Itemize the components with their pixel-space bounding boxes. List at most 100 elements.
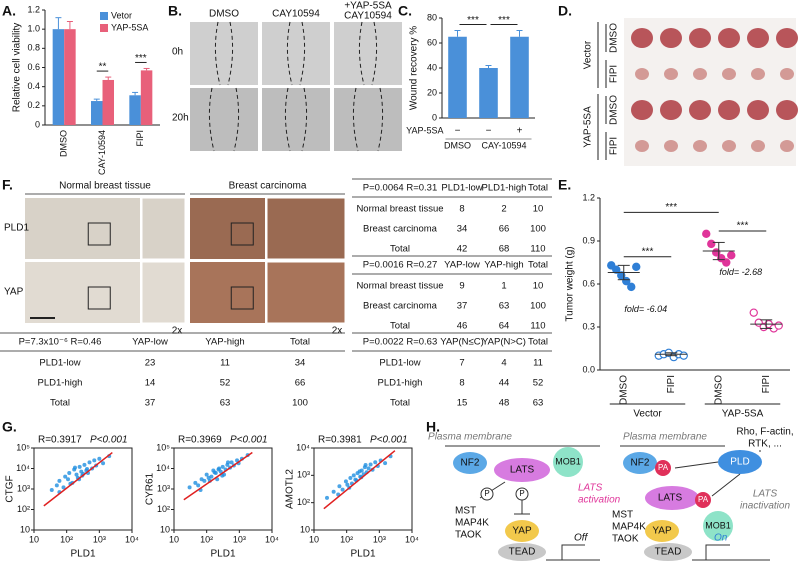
y-tick-label: 10⁵ (16, 442, 30, 452)
pathway-diagram: Rho, F-actin, RTK, ... Plasma membrane N… (612, 427, 794, 561)
stat-r: R=0.3917 (38, 435, 82, 446)
data-point (727, 251, 736, 260)
data-point (77, 464, 82, 469)
data-point (383, 461, 388, 466)
data-point (73, 465, 78, 470)
data-point (229, 460, 234, 465)
zoom-box (87, 286, 111, 310)
micrograph (190, 88, 258, 151)
pa-node (655, 460, 671, 476)
x-tick-label: 10³ (233, 534, 246, 544)
bar (102, 79, 114, 125)
data-point (331, 489, 336, 494)
group-label: YAP-5SA (722, 409, 764, 420)
x-axis-label: PLD1 (70, 549, 95, 560)
micrograph (334, 22, 402, 85)
table-row-label: PLD1-low (39, 358, 80, 369)
x-tick-label: 10 (29, 534, 39, 544)
pa-node (695, 492, 711, 508)
tumor (689, 100, 711, 120)
table-cell: 63 (499, 301, 510, 312)
node-label: TEAD (655, 547, 682, 558)
x-tick-label: 10³ (373, 534, 386, 544)
x-tick-label: 10² (200, 534, 213, 544)
node-label: P (484, 489, 489, 498)
node-label: LATS (658, 493, 683, 504)
table-cell: 9 (459, 281, 464, 292)
column-label: CAY10594 (272, 9, 320, 20)
y-tick-label: 10⁴ (296, 442, 310, 452)
table-cell: 4 (501, 358, 506, 369)
node-label: P (519, 489, 524, 498)
data-point (722, 258, 731, 267)
y-tick-label: 10³ (17, 483, 30, 493)
row-label: FIPI (609, 137, 620, 155)
row-value: + (517, 126, 523, 137)
row-label: YAP (4, 287, 24, 298)
bar (91, 101, 103, 125)
table-row-label: PLD1-high (38, 378, 83, 389)
tumor (660, 100, 682, 120)
table-cell: 23 (145, 358, 156, 369)
data-point (204, 472, 209, 477)
table-row-label: Breast carcinoma (363, 224, 438, 235)
bar (510, 36, 529, 118)
micrograph (262, 88, 330, 151)
table-cell: 14 (145, 378, 156, 389)
yap-node (645, 520, 679, 542)
table-cell: 7 (459, 358, 464, 369)
tumor (780, 140, 794, 152)
data-point (66, 477, 71, 482)
tumor (780, 68, 794, 80)
data-point (202, 478, 207, 483)
x-axis-label: PLD1 (210, 549, 235, 560)
panel-label: E. (558, 177, 571, 193)
table-header: Total (290, 337, 310, 348)
tumor (751, 68, 765, 80)
wound-edge (299, 21, 306, 86)
tumor (718, 28, 740, 48)
table-cell: 44 (499, 378, 510, 389)
node-label: LATS (510, 465, 535, 476)
data-point (187, 485, 192, 490)
fit-line (183, 451, 253, 501)
table-cell: 34 (295, 358, 306, 369)
y-tick-label: 0.8 (27, 43, 40, 53)
gene (546, 544, 600, 561)
tumor (664, 140, 678, 152)
y-tick-label: 10⁴ (16, 463, 30, 473)
column-label: Breast carcinoma (229, 181, 307, 192)
table-cell: 15 (457, 398, 468, 409)
table-cell: 66 (295, 378, 306, 389)
row-label: FIPI (609, 65, 620, 83)
wound-edge (284, 87, 291, 152)
table-cell: 11 (220, 358, 230, 369)
y-tick-label: 10 (160, 524, 170, 534)
legend-label: Vetor (111, 10, 132, 20)
row-label: DMSO (609, 23, 620, 53)
table-cell: 100 (530, 224, 546, 235)
data-point (351, 473, 356, 478)
wound-edge (208, 87, 215, 152)
table-header: Total (528, 183, 548, 194)
significance: *** (135, 53, 147, 64)
data-point (343, 479, 348, 484)
row-label: PLD1 (4, 223, 29, 234)
table-cell: 42 (457, 244, 468, 255)
pld-node (718, 450, 762, 474)
output-label: Off (574, 533, 589, 544)
significance: *** (642, 246, 654, 257)
x-tick-label: 10 (309, 534, 319, 544)
data-point (627, 282, 636, 292)
table-stat: P=0.0064 R=0.31 (363, 183, 437, 194)
state-label: LATS (578, 483, 603, 494)
bar (448, 36, 467, 118)
table-header: YAP(N≤C) (440, 337, 484, 348)
stat-p: P<0.001 (90, 435, 128, 446)
column-label: CAY10594 (344, 11, 392, 22)
x-tick-label: 10 (169, 534, 179, 544)
micrograph (190, 22, 258, 85)
state-label: inactivation (740, 501, 790, 512)
tumor (631, 28, 653, 48)
wound-edge (301, 87, 308, 152)
